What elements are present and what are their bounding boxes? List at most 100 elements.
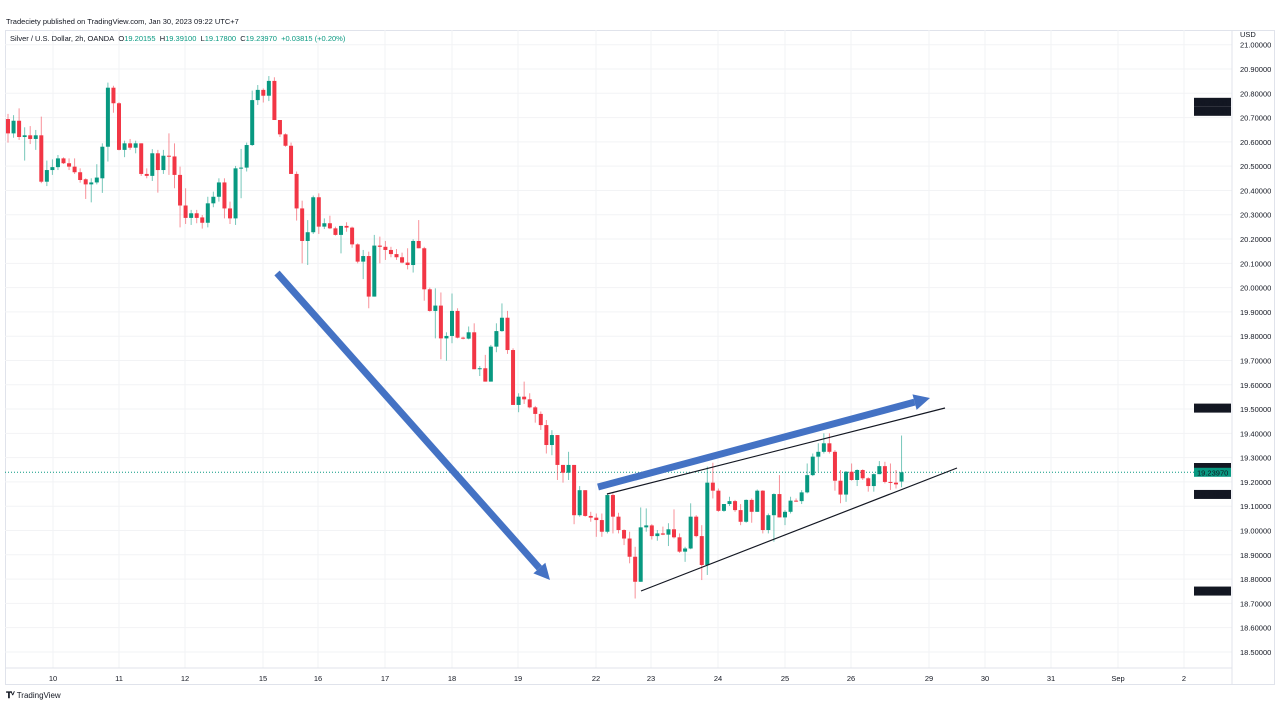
- price-marker-label: 20.74431: [1194, 106, 1231, 116]
- candle-down: [777, 475, 782, 518]
- price-tick-label: 18.70000: [1240, 599, 1271, 608]
- last-price-label: 19.23970: [1194, 467, 1231, 477]
- candle-body: [50, 167, 55, 171]
- candle-body: [6, 119, 10, 134]
- candle-body: [605, 495, 610, 532]
- candle-body: [233, 168, 238, 219]
- candle-body: [450, 310, 454, 336]
- candle-body: [610, 495, 615, 517]
- candle-up: [605, 493, 610, 534]
- candle-down: [622, 529, 627, 546]
- candle-body: [150, 153, 155, 176]
- candle-up: [233, 165, 238, 225]
- candle-body: [549, 435, 554, 446]
- candle-up: [150, 149, 155, 181]
- candle-body: [622, 530, 627, 539]
- candle-up: [821, 433, 826, 454]
- candle-body: [860, 470, 865, 479]
- candle-body: [316, 197, 321, 227]
- arrow-head: [912, 394, 930, 410]
- candle-body: [766, 515, 771, 531]
- price-label-text: 19.14850: [1197, 490, 1228, 499]
- candle-body: [638, 527, 643, 582]
- candle-down: [327, 215, 332, 230]
- close-value: 19.23970: [245, 34, 277, 43]
- price-axis[interactable]: 21.00000 20.90000 20.80000 20.70000 20.60000…: [1240, 41, 1271, 657]
- candle-body: [583, 490, 588, 516]
- candle-body: [422, 248, 427, 290]
- candle-body: [294, 173, 299, 209]
- candle-down: [882, 461, 887, 484]
- candle-body: [827, 443, 832, 452]
- candle-down: [261, 88, 266, 103]
- candle-up: [638, 507, 643, 582]
- candle-body: [899, 472, 904, 482]
- candle-body: [760, 490, 765, 531]
- candle-body: [372, 245, 377, 297]
- arrow-shaft: [274, 270, 542, 571]
- candle-up: [433, 288, 438, 339]
- candle-down: [194, 209, 199, 224]
- candle-body: [394, 254, 399, 258]
- candle-down: [344, 222, 349, 232]
- candle-up: [771, 493, 776, 542]
- candle-body: [816, 451, 821, 457]
- price-tick-label: 20.20000: [1240, 235, 1271, 244]
- candle-body: [738, 510, 743, 522]
- candle-down: [594, 513, 599, 537]
- candle-down: [538, 411, 543, 430]
- candle-up: [816, 443, 821, 472]
- candle-down: [17, 108, 22, 140]
- time-tick-label: 15: [259, 674, 267, 683]
- time-axis[interactable]: 10 11 12 15 16 17 18 19 22 23 24 25 26 29 30 31 Sep 2: [49, 674, 1186, 683]
- candle-body: [327, 223, 332, 229]
- candle-body: [161, 155, 166, 171]
- candle-down: [561, 464, 565, 483]
- candle-down: [294, 171, 299, 221]
- down-arrow-drawing: [274, 270, 550, 580]
- candle-down: [677, 533, 682, 553]
- footer-logo[interactable]: 𝐓ⱽ TradingView: [6, 690, 61, 701]
- candle-body: [377, 245, 382, 247]
- candle-up: [411, 239, 416, 273]
- candle-up: [844, 470, 849, 502]
- candle-down: [333, 226, 338, 236]
- candle-body: [89, 182, 94, 185]
- candle-up: [805, 463, 810, 494]
- candle-up: [44, 160, 49, 187]
- price-label-text: 18.75069: [1197, 587, 1228, 596]
- candle-down: [599, 513, 604, 537]
- candle-up: [266, 76, 271, 102]
- price-marker-label: 20.74431: [1194, 97, 1231, 107]
- candle-up: [494, 323, 499, 353]
- price-tick-label: 21.00000: [1240, 41, 1271, 50]
- candle-body: [616, 516, 621, 531]
- price-tick-label: 18.60000: [1240, 624, 1271, 633]
- price-label-background: [1194, 403, 1231, 413]
- candle-body: [211, 196, 216, 204]
- candle-up: [705, 466, 710, 575]
- candle-body: [28, 135, 33, 139]
- candle-down: [544, 419, 549, 454]
- candle-up: [122, 140, 127, 158]
- time-tick-label: 30: [981, 674, 989, 683]
- candle-body: [561, 464, 565, 473]
- publisher-line: Tradeciety published on TradingView.com,…: [6, 17, 239, 26]
- candle-down: [28, 126, 33, 145]
- candle-up: [755, 489, 760, 512]
- candle-down: [283, 133, 288, 147]
- close-label: C: [240, 34, 246, 43]
- candle-body: [777, 494, 782, 518]
- candle-body: [133, 143, 138, 148]
- candle-up: [244, 142, 249, 172]
- candle-down: [483, 354, 488, 382]
- candle-body: [633, 556, 638, 582]
- candle-up: [466, 326, 471, 340]
- currency-label: USD: [1240, 30, 1256, 39]
- candle-down: [616, 512, 621, 534]
- candle-body: [455, 310, 460, 338]
- candle-body: [283, 134, 288, 146]
- price-label-background: [1194, 106, 1231, 116]
- candle-body: [771, 494, 776, 516]
